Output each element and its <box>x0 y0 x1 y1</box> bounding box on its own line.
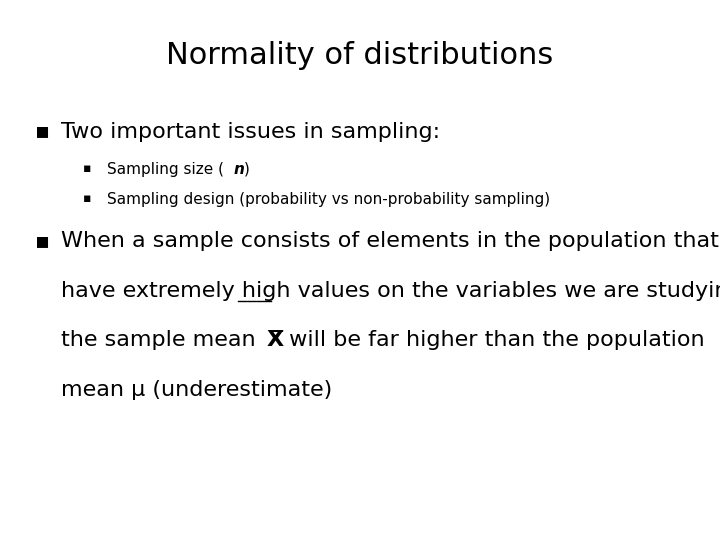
Text: ▪: ▪ <box>35 231 50 251</box>
Text: Sampling design (probability vs non-probability sampling): Sampling design (probability vs non-prob… <box>107 192 549 207</box>
Text: Two important issues in sampling:: Two important issues in sampling: <box>61 122 441 141</box>
Text: Normality of distributions: Normality of distributions <box>166 40 554 70</box>
Text: will be far higher than the population: will be far higher than the population <box>282 330 705 350</box>
Text: ▪: ▪ <box>83 192 91 205</box>
Text: have extremely high values on the variables we are studying,: have extremely high values on the variab… <box>61 281 720 301</box>
Text: Sampling size (: Sampling size ( <box>107 162 223 177</box>
Text: ): ) <box>243 162 249 177</box>
Text: ▪: ▪ <box>83 162 91 175</box>
Text: n: n <box>234 162 245 177</box>
Text: the sample mean: the sample mean <box>61 330 277 350</box>
Text: When a sample consists of elements in the population that: When a sample consists of elements in th… <box>61 231 719 251</box>
Text: X̅: X̅ <box>266 330 284 350</box>
Text: ▪: ▪ <box>35 122 50 141</box>
Text: mean μ (underestimate): mean μ (underestimate) <box>61 380 333 400</box>
